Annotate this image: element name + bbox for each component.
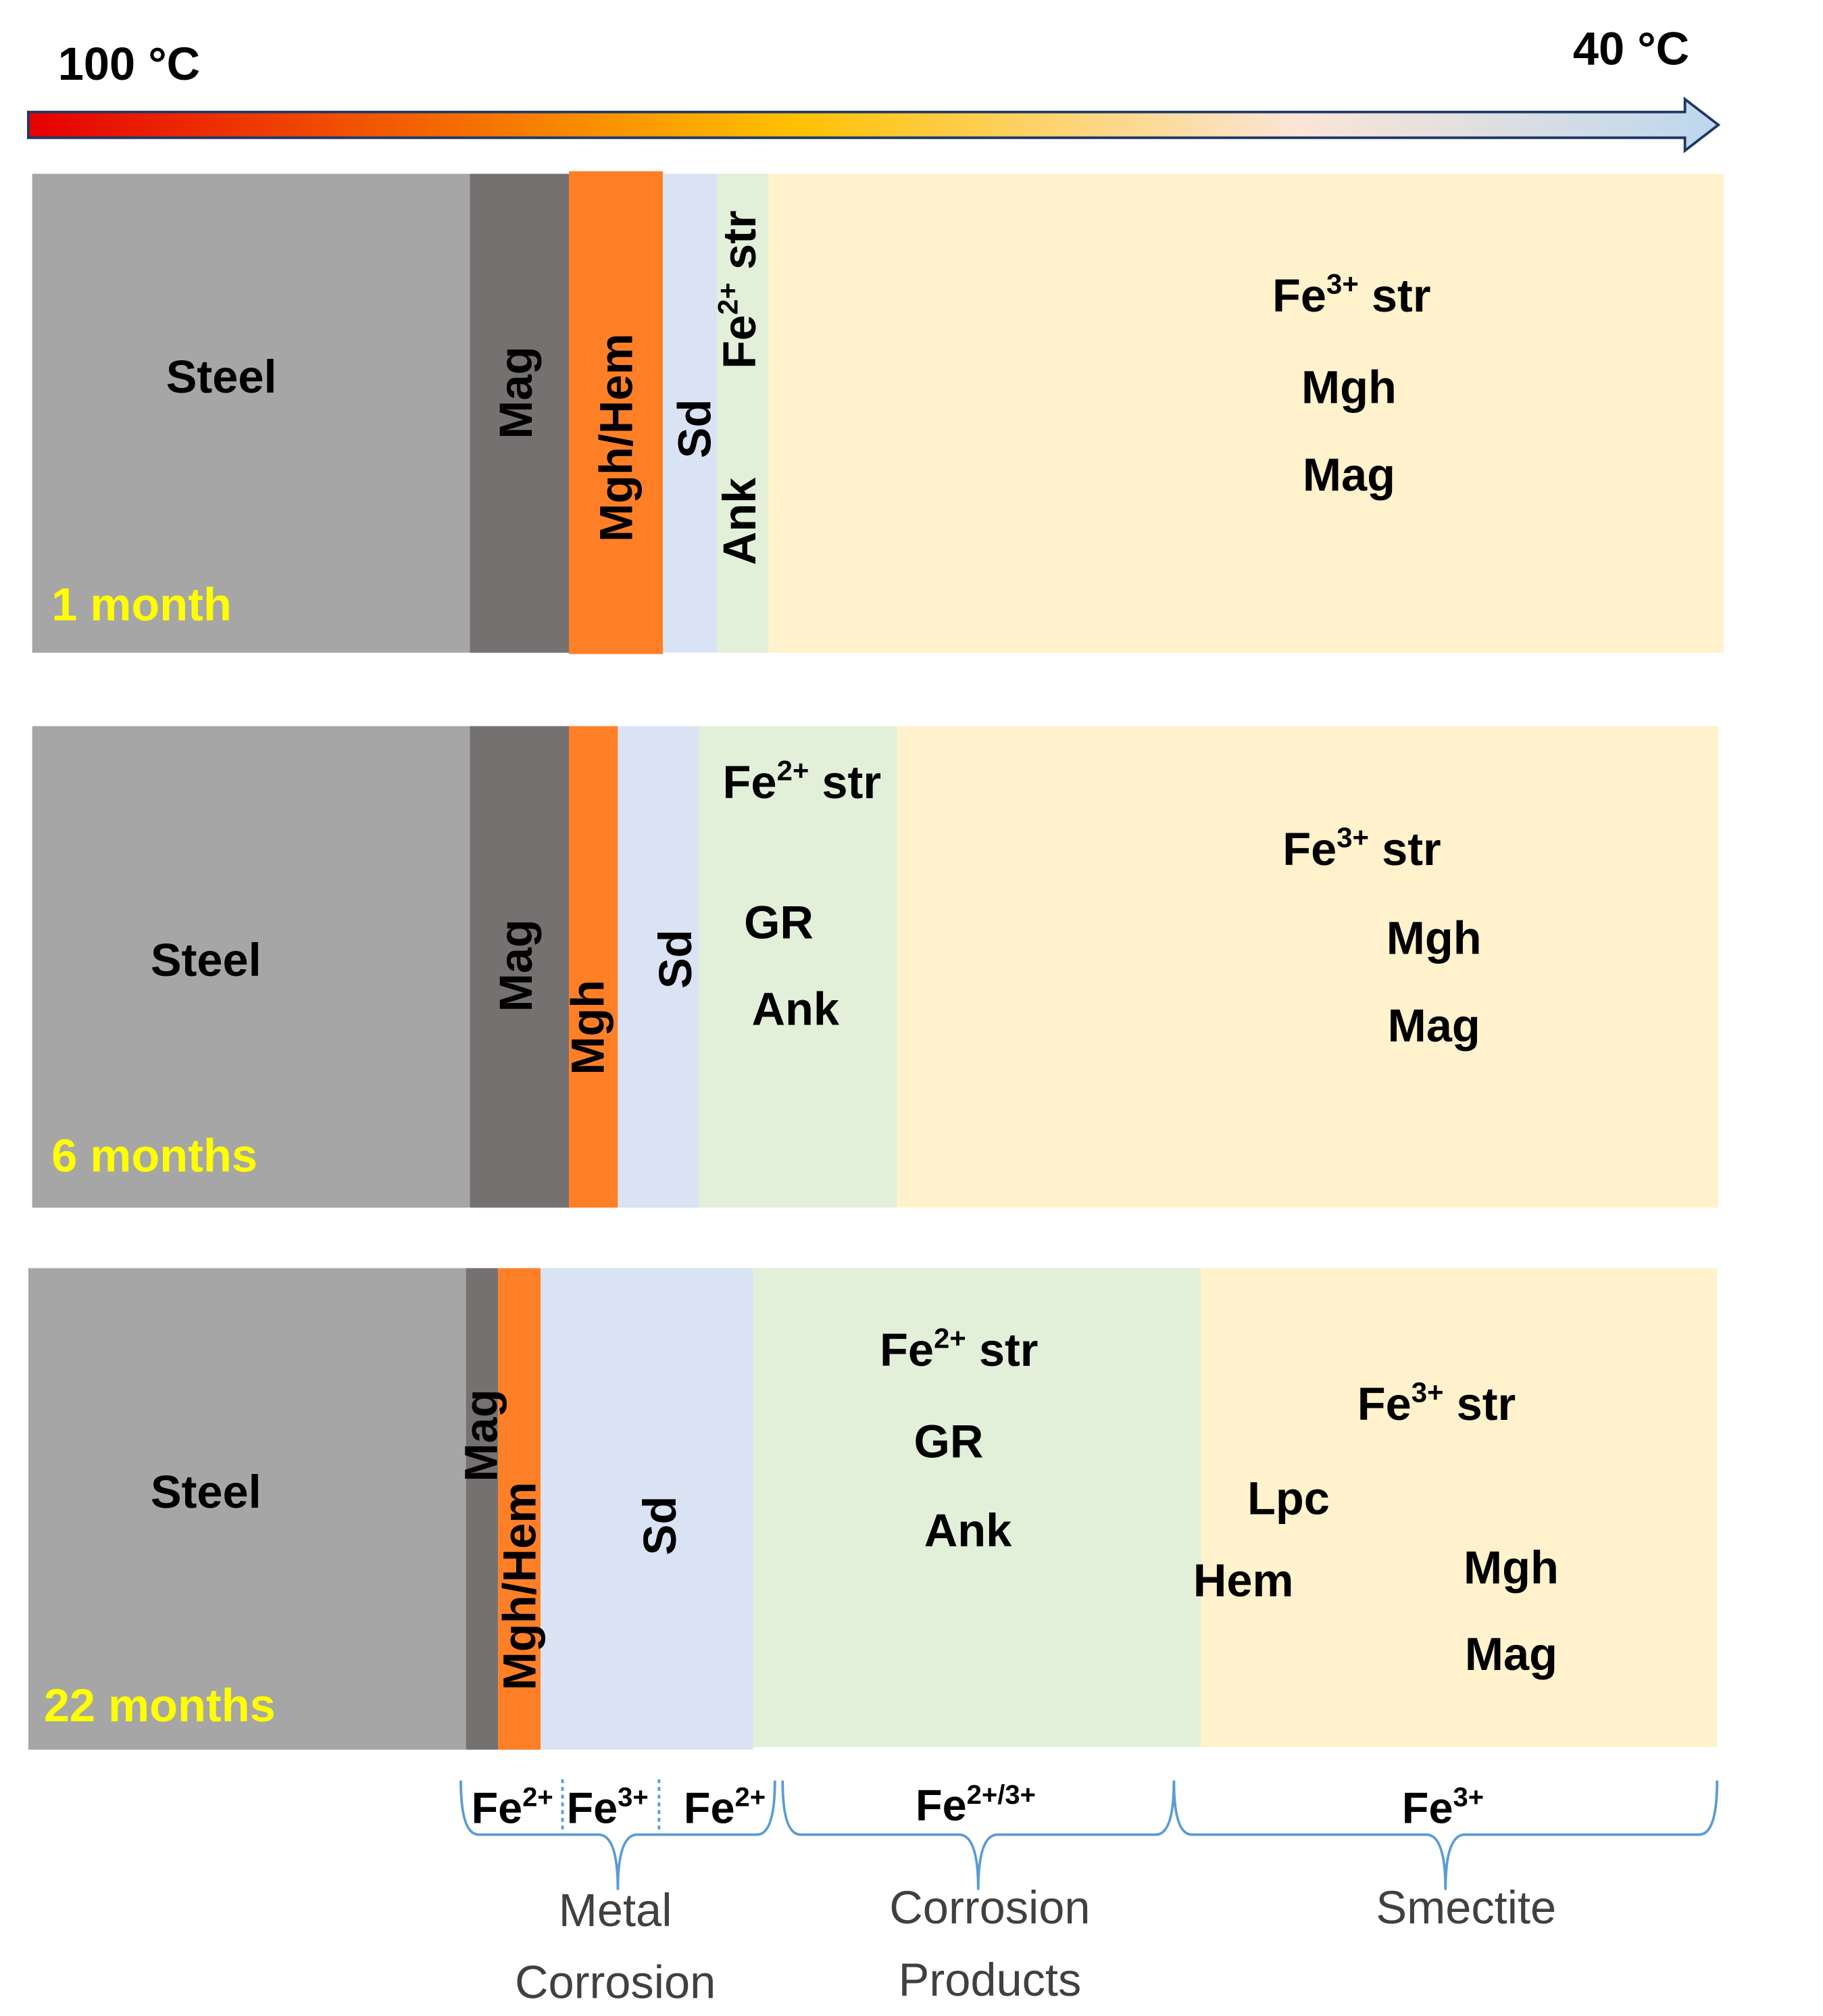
maghemite-hematite-label: Mgh/Hem (493, 1482, 545, 1691)
maghemite-hematite-label: Mgh/Hem (590, 333, 642, 542)
ferrous-smectite-label: Fe2+ str (712, 210, 766, 369)
siderite-label: Sd (634, 1496, 686, 1556)
siderite-zone (663, 174, 718, 653)
siderite-zone (541, 1268, 753, 1750)
metal-corrosion-label-line1: Metal (559, 1884, 672, 1936)
maghemite-label: Mgh (561, 980, 614, 1075)
green-rust-label: GR (744, 897, 814, 949)
hematite-label: Hem (1193, 1554, 1294, 1606)
mixed-oxidation-label: Fe2+/3+ (916, 1780, 1036, 1830)
magnetite-zone (470, 726, 570, 1208)
magnetite-smectite-label: Mag (1465, 1628, 1557, 1680)
magnetite-zone (470, 174, 570, 653)
steel-label: Steel (166, 351, 277, 403)
ferric-smectite-label: Fe3+ str (1282, 821, 1441, 875)
magnetite-label: Mag (490, 346, 542, 439)
maghemite-smectite-label: Mgh (1387, 912, 1482, 964)
temperature-gradient: 100 °C 40 °C (27, 22, 1721, 153)
smectite-zone (897, 726, 1719, 1208)
magnetite-zone (466, 1268, 499, 1750)
siderite-zone (618, 726, 699, 1208)
magnetite-smectite-label: Mag (1303, 449, 1395, 501)
siderite-label: Sd (669, 399, 721, 459)
group-labels: Metal Corrosion Corrosion Products Smect… (515, 1882, 1556, 2008)
panel-22-months: Steel 22 months Mag Mgh/Hem Sd Fe2+ str … (28, 1268, 1718, 1750)
ferric-smectite-label: Fe3+ str (1272, 268, 1431, 322)
ferric-smectite-label: Fe3+ str (1357, 1377, 1516, 1431)
duration-label: 22 months (44, 1679, 276, 1731)
green-rust-label: GR (914, 1415, 984, 1467)
smectite-group-label: Smectite (1376, 1882, 1556, 1934)
smectite-zone (1201, 1268, 1718, 1748)
ankerite-label: Ank (752, 983, 840, 1035)
magnetite-smectite-label: Mag (1388, 1000, 1480, 1052)
panel-1-month: Steel 1 month Mag Mgh/Hem Sd Fe2+ str An… (32, 171, 1724, 654)
ferric-oxidation-label: Fe3+ (567, 1783, 649, 1833)
bottom-brackets (459, 1779, 1719, 1890)
metal-corrosion-label-line2: Corrosion (515, 1957, 716, 2009)
steel-label: Steel (151, 1466, 261, 1518)
maghemite-smectite-label: Mgh (1301, 361, 1397, 413)
smectite-zone (768, 174, 1724, 653)
ferric-oxidation-label: Fe3+ (1402, 1783, 1484, 1833)
ferrous-zone (753, 1268, 1201, 1748)
maghemite-hematite-zone (569, 171, 664, 654)
ferrous-oxidation-label: Fe2+ (684, 1783, 766, 1833)
cold-temperature-label: 40 °C (1573, 22, 1689, 74)
ferrous-zone (699, 726, 897, 1208)
corrosion-products-label-line1: Corrosion (889, 1882, 1090, 1934)
siderite-label: Sd (649, 929, 701, 989)
steel-zone (28, 1268, 466, 1750)
steel-zone (32, 726, 470, 1208)
panel-6-months: Steel 6 months Mag Mgh Sd Fe2+ str GR An… (32, 726, 1719, 1208)
duration-label: 1 month (51, 579, 232, 631)
magnetite-label: Mag (490, 919, 542, 1012)
ankerite-label: Ank (714, 477, 766, 565)
steel-zone (32, 174, 470, 653)
ferrous-smectite-label: Fe2+ str (723, 754, 882, 808)
steel-label: Steel (151, 934, 261, 986)
oxidation-state-labels: Fe2+ Fe3+ Fe2+ Fe2+/3+ Fe3+ (472, 1780, 1484, 1833)
corrosion-products-label-line2: Products (899, 1954, 1082, 2006)
maghemite-hematite-zone (498, 1268, 541, 1750)
magnetite-label: Mag (455, 1389, 507, 1481)
duration-label: 6 months (51, 1130, 257, 1182)
maghemite-smectite-label: Mgh (1464, 1542, 1559, 1594)
ferrous-zone (717, 174, 769, 653)
temperature-arrow (27, 96, 1721, 153)
maghemite-zone (569, 726, 618, 1208)
ferrous-oxidation-label: Fe2+ (472, 1783, 553, 1833)
ferrous-smectite-label: Fe2+ str (880, 1323, 1039, 1377)
ankerite-label: Ank (924, 1504, 1012, 1556)
hot-temperature-label: 100 °C (58, 38, 200, 90)
lepidocrocite-label: Lpc (1247, 1472, 1330, 1524)
